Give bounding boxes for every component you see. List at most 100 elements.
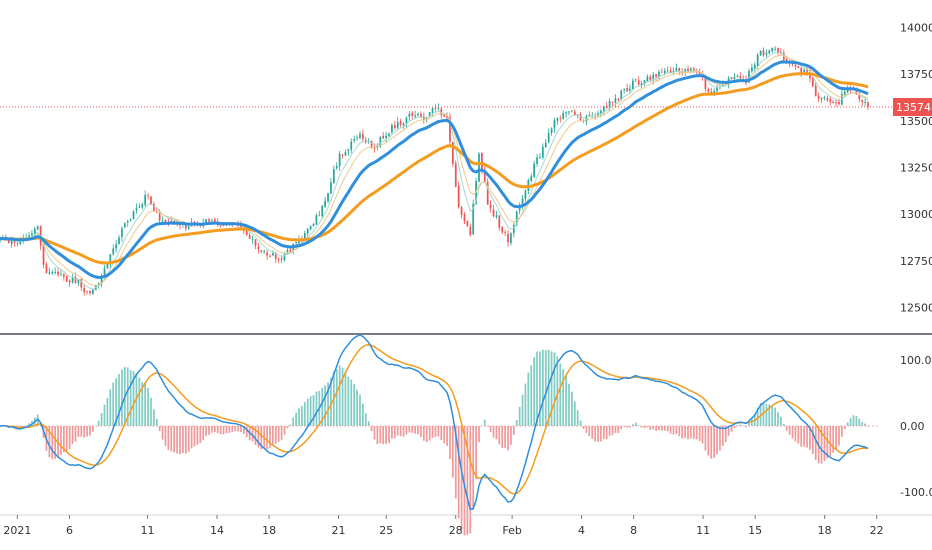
macd-panel[interactable] bbox=[0, 334, 878, 536]
candle-up bbox=[748, 71, 750, 83]
candle-up bbox=[408, 113, 411, 117]
histogram-bar-positive bbox=[579, 420, 582, 426]
histogram-bar-positive bbox=[321, 387, 324, 426]
histogram-bar-negative bbox=[199, 426, 202, 444]
candle-up bbox=[309, 226, 312, 230]
candle-down bbox=[559, 118, 562, 120]
candle-up bbox=[536, 157, 538, 164]
candle-up bbox=[28, 235, 30, 238]
candle-down bbox=[208, 219, 210, 222]
time-axis-tick-label: 14 bbox=[210, 524, 224, 537]
histogram-bar-positive bbox=[138, 377, 141, 426]
price-axis-tick-label: 13000.00 bbox=[900, 208, 932, 221]
histogram-bar-positive bbox=[782, 423, 785, 426]
histogram-bar-positive bbox=[147, 387, 149, 426]
candle-up bbox=[539, 157, 541, 159]
histogram-bar-negative bbox=[86, 426, 88, 437]
histogram-bar-negative bbox=[809, 426, 811, 450]
histogram-bar-negative bbox=[16, 426, 19, 430]
histogram-bar-negative bbox=[835, 426, 837, 449]
candle-up bbox=[19, 241, 22, 245]
histogram-bar-negative bbox=[623, 426, 626, 427]
histogram-bar-negative bbox=[661, 426, 663, 431]
candle-up bbox=[141, 204, 144, 208]
histogram-bar-negative bbox=[399, 426, 402, 437]
candle-up bbox=[565, 112, 567, 114]
candle-up bbox=[675, 68, 678, 72]
time-axis-tick-label: 21 bbox=[332, 524, 346, 537]
candle-up bbox=[138, 206, 141, 208]
candle-up bbox=[123, 223, 126, 228]
time-axis-tick-label: 11 bbox=[696, 524, 710, 537]
histogram-bar-negative bbox=[411, 426, 414, 433]
ema-thin-line-b bbox=[0, 51, 869, 290]
histogram-bar-negative bbox=[170, 426, 173, 452]
candle-down bbox=[222, 224, 225, 226]
candle-down bbox=[861, 99, 864, 103]
histogram-bar-negative bbox=[254, 426, 257, 445]
histogram-bar-negative bbox=[698, 426, 701, 442]
candle-down bbox=[730, 77, 733, 80]
histogram-bar-negative bbox=[510, 426, 512, 445]
histogram-bar-negative bbox=[582, 426, 585, 429]
candle-down bbox=[835, 102, 837, 104]
histogram-bar-negative bbox=[649, 426, 652, 430]
histogram-bar-negative bbox=[843, 426, 846, 430]
candle-up bbox=[71, 278, 74, 283]
candle-down bbox=[266, 252, 268, 256]
candle-down bbox=[74, 276, 77, 283]
histogram-bar-negative bbox=[92, 426, 94, 432]
candle-down bbox=[89, 291, 91, 294]
histogram-bar-positive bbox=[144, 383, 147, 426]
histogram-bar-positive bbox=[849, 418, 852, 426]
candle-up bbox=[379, 136, 382, 147]
histogram-bar-negative bbox=[208, 426, 210, 435]
last-price-label: 13574.00 bbox=[896, 101, 932, 114]
histogram-bar-negative bbox=[158, 426, 161, 432]
histogram-bar-negative bbox=[617, 426, 620, 434]
histogram-bar-positive bbox=[533, 357, 536, 426]
candle-down bbox=[80, 279, 83, 288]
candle-up bbox=[48, 272, 51, 274]
histogram-bar-negative bbox=[437, 426, 440, 437]
histogram-bar-positive bbox=[327, 382, 329, 426]
histogram-bar-negative bbox=[382, 426, 385, 445]
histogram-bar-negative bbox=[65, 426, 68, 452]
histogram-bar-positive bbox=[353, 384, 356, 426]
histogram-bar-negative bbox=[164, 426, 167, 446]
signal-line bbox=[0, 343, 869, 495]
histogram-bar-negative bbox=[260, 426, 263, 450]
histogram-bar-negative bbox=[675, 426, 678, 435]
histogram-bar-negative bbox=[266, 426, 268, 450]
histogram-bar-positive bbox=[562, 369, 565, 426]
candle-down bbox=[7, 239, 10, 244]
candle-up bbox=[620, 90, 623, 100]
price-panel[interactable] bbox=[0, 46, 869, 296]
histogram-bar-negative bbox=[408, 426, 411, 433]
candle-down bbox=[611, 101, 614, 103]
candle-up bbox=[591, 115, 594, 117]
candle-down bbox=[655, 74, 657, 77]
candle-up bbox=[568, 111, 570, 113]
histogram-bar-negative bbox=[77, 426, 80, 437]
histogram-bar-positive bbox=[855, 415, 858, 426]
candle-down bbox=[393, 125, 396, 128]
histogram-bar-negative bbox=[507, 426, 509, 451]
histogram-bar-negative bbox=[463, 426, 466, 536]
candle-down bbox=[150, 196, 152, 205]
candle-down bbox=[460, 207, 463, 215]
candle-up bbox=[646, 76, 649, 82]
histogram-bar-negative bbox=[466, 426, 469, 536]
candle-down bbox=[443, 114, 446, 117]
histogram-bar-negative bbox=[695, 426, 698, 440]
histogram-bar-negative bbox=[823, 426, 826, 461]
histogram-bar-positive bbox=[550, 351, 553, 426]
histogram-bar-negative bbox=[80, 426, 83, 437]
histogram-bar-positive bbox=[846, 422, 849, 426]
histogram-bar-negative bbox=[48, 426, 51, 458]
histogram-bar-negative bbox=[457, 426, 460, 519]
histogram-bar-positive bbox=[25, 425, 27, 427]
candle-up bbox=[97, 283, 100, 285]
histogram-bar-negative bbox=[492, 426, 495, 438]
